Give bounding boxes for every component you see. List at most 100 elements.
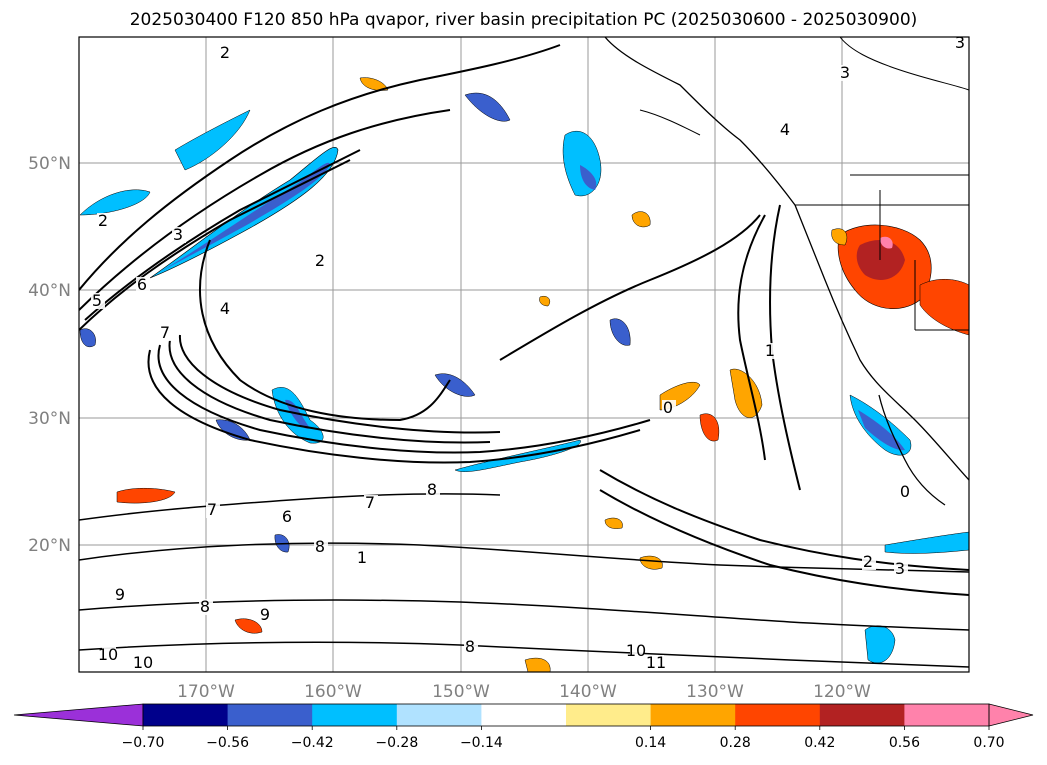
coastline-alaska <box>839 37 969 91</box>
contour-10 <box>79 641 969 668</box>
shade-red-interior <box>919 279 969 336</box>
colorbar-extend-low <box>13 703 144 727</box>
contour-9-west <box>178 334 501 434</box>
shade-red-sw <box>234 618 263 634</box>
lat-label: 50°N <box>28 154 71 174</box>
shade-orange-coast <box>831 228 848 246</box>
contour-label: 7 <box>160 323 170 342</box>
contour-label: 0 <box>900 482 910 501</box>
shade-pink-basin <box>880 236 893 249</box>
contour-label: 6 <box>282 507 292 526</box>
colorbar-bin <box>227 704 313 726</box>
contour-label: 4 <box>220 299 230 318</box>
lon-label: 120°W <box>813 682 871 702</box>
lon-label: 130°W <box>686 682 744 702</box>
contour-label: 6 <box>137 275 147 294</box>
shade-blue-mexico <box>884 531 969 554</box>
colorbar-tick-label: −0.14 <box>460 735 503 751</box>
shade-darkblue-baja <box>858 410 905 451</box>
colorbar-bin <box>312 704 398 726</box>
shade-red-offshore <box>699 413 720 442</box>
contour-2-east <box>499 214 761 361</box>
coastline-islands <box>639 109 701 136</box>
contour-4 <box>79 159 351 331</box>
lat-label: 30°N <box>28 409 71 429</box>
contour-label: 2 <box>220 43 230 62</box>
colorbar-tick-label: −0.42 <box>291 735 334 751</box>
contour-label: 8 <box>200 597 210 616</box>
colorbar-tick-label: −0.56 <box>206 735 249 751</box>
colorbar-extend-high <box>988 703 1034 727</box>
colorbar-tick-label: 0.70 <box>973 735 1004 751</box>
contour-label: 9 <box>115 585 125 604</box>
shade-orange-dot <box>539 296 551 307</box>
colorbar: −0.70 −0.56 −0.42 −0.28 −0.14 0.14 0.28 0.42 0.5… <box>13 703 1034 751</box>
contour-label: 2 <box>863 552 873 571</box>
lon-label: 160°W <box>304 682 362 702</box>
contour-6-west <box>147 349 641 464</box>
coastlines <box>604 37 969 506</box>
contour-3-se <box>599 489 969 596</box>
map-frame <box>78 36 970 673</box>
coastline-baja <box>878 394 946 506</box>
shade-blue-gulf <box>174 109 251 171</box>
lat-label: 20°N <box>28 536 71 556</box>
contour-label: 7 <box>365 493 375 512</box>
contour-label: 1 <box>357 548 367 567</box>
contour-9-south <box>79 599 969 631</box>
contour-5 <box>84 149 361 321</box>
shade-darkblue-band <box>160 162 330 272</box>
shade-orange-dot2 <box>604 517 623 529</box>
colorbar-tick-label: 0.28 <box>720 735 751 751</box>
contour-label: 3 <box>173 225 183 244</box>
colorbar-bin <box>819 704 905 726</box>
map-title: 2025030400 F120 850 hPa qvapor, river ba… <box>129 10 918 30</box>
colorbar-frame <box>142 703 990 727</box>
colorbar-tick-label: 0.42 <box>804 735 835 751</box>
lat-label: 40°N <box>28 281 71 301</box>
contour-label: 8 <box>427 480 437 499</box>
contour-8-west <box>168 339 491 444</box>
shade-blue-nw <box>79 189 151 216</box>
shade-darkblue-east <box>609 318 631 346</box>
shade-orange-top <box>359 77 389 91</box>
contour-label: 10 <box>133 653 153 672</box>
contour-label: 11 <box>646 653 666 672</box>
colorbar-bin <box>396 704 482 726</box>
colorbar-tick-label: −0.70 <box>122 735 165 751</box>
qvapor-contours <box>79 44 969 668</box>
shade-darkred-basin <box>856 240 905 280</box>
contour-label: 2 <box>315 251 325 270</box>
contour-3-north <box>79 109 451 311</box>
contour-8 <box>79 542 969 573</box>
shade-darkblue-aleutian <box>464 92 511 122</box>
shade-orange-south <box>639 555 663 570</box>
contour-label: 8 <box>465 637 475 656</box>
contour-1 <box>737 214 766 461</box>
contour-label: 7 <box>207 500 217 519</box>
lon-label: 170°W <box>177 682 235 702</box>
contour-label: 3 <box>895 559 905 578</box>
contour-label: 4 <box>780 120 790 139</box>
contour-label: 8 <box>315 537 325 556</box>
colorbar-tick-label: −0.28 <box>375 735 418 751</box>
lon-label: 140°W <box>559 682 617 702</box>
latitude-labels: 50°N 40°N 30°N 20°N <box>28 154 71 556</box>
contour-label: 3 <box>955 33 965 52</box>
lon-label: 150°W <box>432 682 490 702</box>
shade-red-west <box>116 488 176 504</box>
contour-label: 1 <box>765 341 775 360</box>
contour-2-loop <box>199 239 451 422</box>
contour-label: 0 <box>663 398 673 417</box>
contour-7-west <box>157 344 651 454</box>
colorbar-tick-label: 0.56 <box>889 735 920 751</box>
map-panel <box>79 37 969 672</box>
longitude-labels: 170°W 160°W 150°W 140°W 130°W 120°W <box>177 682 871 702</box>
colorbar-bin <box>650 704 736 726</box>
state-borders <box>795 174 969 331</box>
shade-orange-bottom <box>524 657 551 672</box>
colorbar-bin <box>735 704 821 726</box>
contour-label: 10 <box>98 645 118 664</box>
